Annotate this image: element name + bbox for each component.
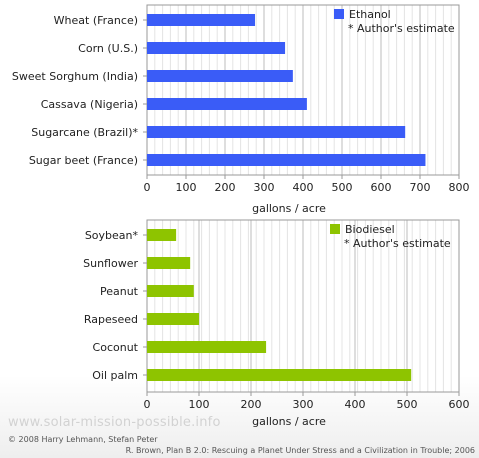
bar	[147, 229, 177, 241]
source-citation: R. Brown, Plan B 2.0: Rescuing a Planet …	[125, 446, 475, 455]
bar	[147, 98, 307, 110]
x-tick-label: 0	[144, 181, 151, 194]
x-tick-label: 800	[449, 181, 470, 194]
legend-swatch	[334, 9, 344, 19]
category-label: Sugar beet (France)	[29, 154, 138, 167]
x-tick-label: 300	[293, 398, 314, 411]
category-label: Sunflower	[83, 257, 138, 270]
category-label: Wheat (France)	[54, 14, 138, 27]
x-tick-label: 100	[189, 398, 210, 411]
bar	[147, 126, 406, 138]
x-tick-label: 700	[410, 181, 431, 194]
bar	[147, 285, 194, 297]
x-tick-label: 100	[176, 181, 197, 194]
bar	[147, 369, 412, 381]
category-label: Sweet Sorghum (India)	[12, 70, 138, 83]
bar	[147, 42, 286, 54]
x-tick-label: 200	[241, 398, 262, 411]
category-label: Sugarcane (Brazil)*	[31, 126, 138, 139]
category-label: Soybean*	[85, 229, 139, 242]
x-tick-label: 300	[254, 181, 275, 194]
x-tick-label: 500	[397, 398, 418, 411]
x-tick-label: 500	[332, 181, 353, 194]
copyright-text: © 2008 Harry Lehmann, Stefan Peter	[8, 435, 158, 444]
category-label: Corn (U.S.)	[78, 42, 138, 55]
category-label: Cassava (Nigeria)	[41, 98, 138, 111]
bar	[147, 14, 256, 26]
x-tick-label: 200	[215, 181, 236, 194]
legend-label: Ethanol	[349, 8, 391, 21]
category-label: Rapeseed	[84, 313, 138, 326]
legend-label: Biodiesel	[345, 223, 395, 236]
x-tick-label: 400	[293, 181, 314, 194]
legend-note: * Author's estimate	[348, 22, 455, 35]
bar	[147, 70, 293, 82]
legend-swatch	[330, 224, 340, 234]
x-tick-label: 400	[345, 398, 366, 411]
watermark: www.solar-mission-possible.info	[8, 415, 221, 430]
category-label: Oil palm	[92, 369, 138, 382]
legend-note: * Author's estimate	[344, 237, 451, 250]
x-tick-label: 600	[449, 398, 470, 411]
category-label: Coconut	[93, 341, 139, 354]
bar	[147, 257, 191, 269]
category-label: Peanut	[100, 285, 139, 298]
bar	[147, 341, 267, 353]
x-axis-label: gallons / acre	[252, 415, 326, 428]
chart-2: Soybean* Sunflower Peanut Rapeseed Coconut Oi…	[83, 219, 470, 428]
x-tick-label: 600	[371, 181, 392, 194]
bar	[147, 313, 199, 325]
x-axis-label: gallons / acre	[252, 202, 326, 215]
x-tick-label: 0	[144, 398, 151, 411]
bar	[147, 154, 426, 166]
chart-1: Wheat (France) Corn (U.S.) Sweet Sorghum (…	[12, 4, 470, 215]
